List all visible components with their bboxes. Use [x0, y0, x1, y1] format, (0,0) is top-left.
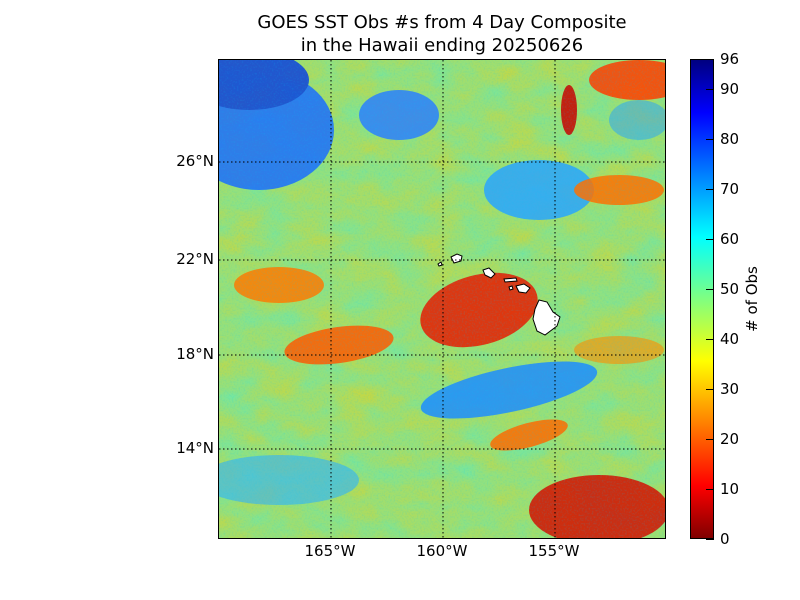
lat-label-22n: 22°N: [176, 250, 214, 268]
colorbar-tick-label: 80: [720, 130, 740, 148]
oahu-island: [482, 267, 496, 279]
colorbar-tick-label: 30: [720, 380, 740, 398]
colorbar-tick-label: 96: [720, 50, 740, 68]
maui-island: [515, 283, 531, 294]
map-title-line-2: in the Hawaii ending 20250626: [300, 35, 584, 56]
colorbar-tick-label: 10: [720, 480, 740, 498]
big-island-hawaii: [532, 299, 561, 336]
colorbar-tick-label: 20: [720, 430, 740, 448]
colorbar: [690, 59, 714, 539]
colorbar-tick-label: 60: [720, 230, 740, 248]
map-title-line-1: GOES SST Obs #s from 4 Day Composite: [257, 12, 627, 33]
colorbar-tick-label: 40: [720, 330, 740, 348]
colorbar-tick-mark: [706, 89, 714, 90]
colorbar-tick-mark: [706, 189, 714, 190]
colorbar-tick-mark: [706, 489, 714, 490]
lat-label-18n: 18°N: [176, 345, 214, 363]
colorbar-tick-mark: [706, 239, 714, 240]
colorbar-tick-mark: [706, 389, 714, 390]
colorbar-tick-label: 0: [720, 530, 730, 548]
colorbar-tick-mark: [706, 139, 714, 140]
lanai-island: [508, 285, 514, 291]
colorbar-tick-mark: [706, 289, 714, 290]
obs-field-speckle: [219, 60, 665, 538]
gridlines: [219, 60, 665, 538]
lon-label-155w: 155°W: [528, 542, 580, 560]
sst-obs-map: [218, 59, 666, 539]
colorbar-title: # of Obs: [743, 266, 761, 332]
kauai-island: [450, 253, 463, 264]
lon-label-160w: 160°W: [416, 542, 468, 560]
colorbar-tick-label: 70: [720, 180, 740, 198]
colorbar-tick-mark: [706, 539, 714, 540]
molokai-island: [503, 277, 518, 283]
lat-label-26n: 26°N: [176, 152, 214, 170]
lon-label-165w: 165°W: [304, 542, 356, 560]
colorbar-tick-label: 50: [720, 280, 740, 298]
hawaiian-islands: [437, 253, 561, 336]
niihau-island: [437, 261, 443, 267]
colorbar-tick-mark: [706, 339, 714, 340]
colorbar-tick-mark: [706, 59, 714, 60]
lat-label-14n: 14°N: [176, 439, 214, 457]
colorbar-tick-label: 90: [720, 80, 740, 98]
colorbar-tick-mark: [706, 439, 714, 440]
